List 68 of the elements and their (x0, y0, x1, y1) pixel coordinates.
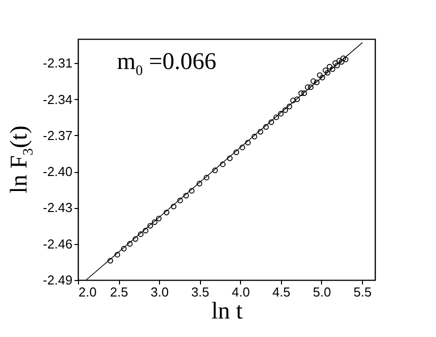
point (282, 107, 288, 113)
point (245, 140, 251, 146)
point (252, 134, 258, 140)
point (310, 78, 316, 84)
x-tick-label: 4.5 (272, 284, 290, 300)
point (227, 156, 233, 162)
point (114, 252, 120, 258)
point (304, 84, 310, 90)
y-tick-label: -2.37 (42, 128, 72, 143)
point (324, 70, 330, 76)
annotation: m$_{0}$ =0.066 (117, 49, 216, 80)
point (164, 210, 170, 216)
point (322, 68, 328, 74)
x-tick-label: 2.5 (110, 284, 128, 300)
point (320, 74, 326, 80)
point (268, 119, 274, 125)
point (138, 231, 144, 237)
point (204, 174, 210, 180)
point (263, 124, 269, 130)
point (308, 84, 314, 90)
y-tick-label: -2.31 (42, 56, 72, 71)
point (317, 72, 323, 78)
point (152, 219, 158, 225)
point (326, 64, 332, 70)
point (220, 162, 226, 168)
y-tick-label: -2.43 (42, 200, 72, 216)
point (156, 216, 162, 222)
point (108, 258, 114, 264)
point (127, 241, 133, 247)
point (330, 66, 336, 72)
point (142, 228, 148, 234)
point (286, 104, 292, 110)
point (290, 98, 296, 104)
y-tick-label: -2.34 (42, 92, 72, 107)
y-tick-label: -2.40 (42, 164, 72, 180)
x-tick-label: 5.5 (353, 284, 372, 300)
point (278, 110, 284, 116)
x-tick-label: 3.0 (150, 284, 169, 300)
point (273, 114, 280, 120)
point (336, 58, 342, 64)
point (342, 56, 348, 62)
point (340, 55, 346, 62)
point (294, 96, 300, 102)
point (147, 222, 154, 229)
point (196, 180, 202, 186)
point (212, 168, 218, 174)
point (121, 246, 127, 252)
point (234, 149, 240, 156)
point (334, 62, 340, 68)
point (258, 128, 264, 135)
y-tick-label: -2.49 (42, 272, 72, 288)
point (338, 59, 344, 65)
x-tick-label: 5.0 (312, 284, 331, 300)
point (298, 90, 304, 96)
x-tick-label: 2.0 (78, 284, 97, 300)
point (177, 198, 183, 204)
point (183, 192, 189, 198)
y-tick-label: -2.46 (42, 236, 72, 252)
point (240, 144, 246, 150)
point (132, 236, 138, 242)
x-tick-label: 3.5 (191, 284, 210, 300)
x-axis-title: ln t (211, 298, 243, 324)
x-tick-label: 4.0 (232, 284, 250, 300)
point (301, 90, 307, 96)
point (188, 188, 194, 194)
point (170, 204, 176, 210)
point (314, 80, 320, 86)
point (332, 60, 338, 66)
